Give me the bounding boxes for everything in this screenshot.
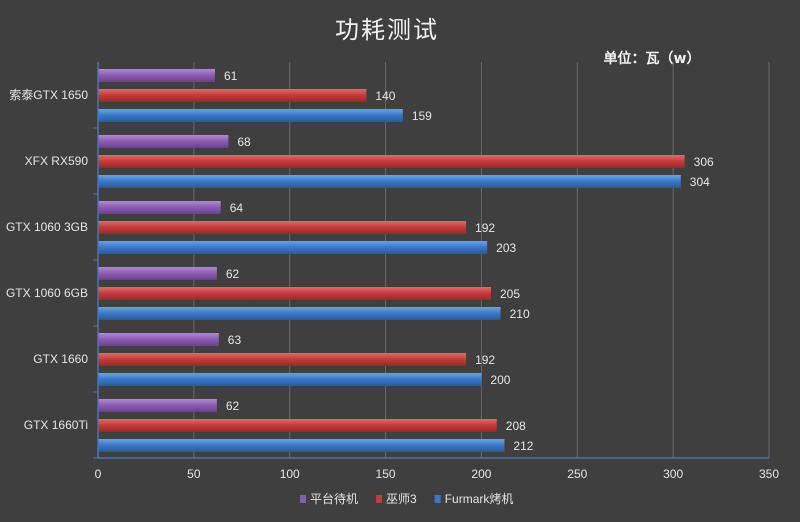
category-label: 索泰GTX 1650 — [9, 88, 88, 102]
data-label: 62 — [226, 267, 240, 281]
bar — [98, 373, 482, 386]
bar — [98, 221, 467, 234]
bar — [98, 353, 467, 366]
data-label: 205 — [500, 287, 520, 301]
unit-label: 单位：瓦（w） — [604, 50, 701, 67]
legend-label: 平台待机 — [310, 491, 358, 506]
legend-label: Furmark烤机 — [445, 491, 514, 506]
bar — [98, 267, 217, 280]
category-label: XFX RX590 — [25, 154, 89, 168]
bar — [98, 241, 488, 254]
gridlines — [193, 62, 770, 458]
data-label: 64 — [230, 201, 244, 215]
data-label: 208 — [506, 419, 526, 433]
legend-swatch — [300, 495, 306, 503]
data-label: 192 — [475, 221, 495, 235]
category-label: GTX 1060 6GB — [6, 286, 88, 300]
legend-label: 巫师3 — [386, 492, 417, 506]
bar — [98, 333, 219, 346]
x-tick-label: 350 — [759, 467, 779, 481]
data-label: 210 — [510, 307, 530, 321]
data-label: 304 — [690, 175, 710, 189]
data-label: 200 — [490, 373, 510, 387]
bar — [98, 307, 501, 320]
bar — [98, 399, 217, 412]
data-label: 203 — [496, 241, 516, 255]
data-label: 140 — [375, 89, 395, 103]
bar — [98, 201, 221, 214]
data-label: 159 — [412, 109, 432, 123]
bar — [98, 175, 681, 188]
data-label: 61 — [224, 69, 238, 83]
bar — [98, 69, 215, 82]
legend: 平台待机 巫师3 Furmark烤机 — [300, 491, 513, 506]
bar — [98, 155, 685, 168]
data-label: 63 — [228, 333, 242, 347]
data-label: 306 — [694, 155, 714, 169]
data-label: 192 — [475, 353, 495, 367]
axes: 0 50 100 150 200 250 300 350 索泰GTX 1650 XFX RX590… — [6, 62, 779, 481]
legend-swatch — [376, 495, 383, 503]
category-label: GTX 1660Ti — [24, 418, 88, 432]
data-label: 68 — [237, 135, 251, 149]
x-tick-label: 100 — [280, 467, 300, 481]
bar — [98, 287, 492, 300]
category-label: GTX 1660 — [33, 352, 88, 366]
x-tick-label: 300 — [663, 467, 683, 481]
x-tick-label: 50 — [187, 467, 201, 481]
bar — [98, 419, 497, 432]
x-tick-label: 150 — [376, 467, 396, 481]
bar — [98, 439, 505, 452]
category-label: GTX 1060 3GB — [6, 220, 88, 234]
legend-swatch — [434, 495, 441, 503]
chart-title: 功耗测试 — [335, 16, 439, 44]
x-tick-label: 250 — [567, 467, 587, 481]
x-tick-label: 200 — [471, 467, 491, 481]
bars: 6114015968306304641922036220521063192200… — [98, 69, 714, 453]
data-label: 62 — [226, 399, 240, 413]
data-label: 212 — [513, 439, 533, 453]
bar — [98, 109, 403, 122]
bar — [98, 89, 367, 102]
x-tick-label: 0 — [95, 467, 102, 481]
bar — [98, 135, 229, 148]
